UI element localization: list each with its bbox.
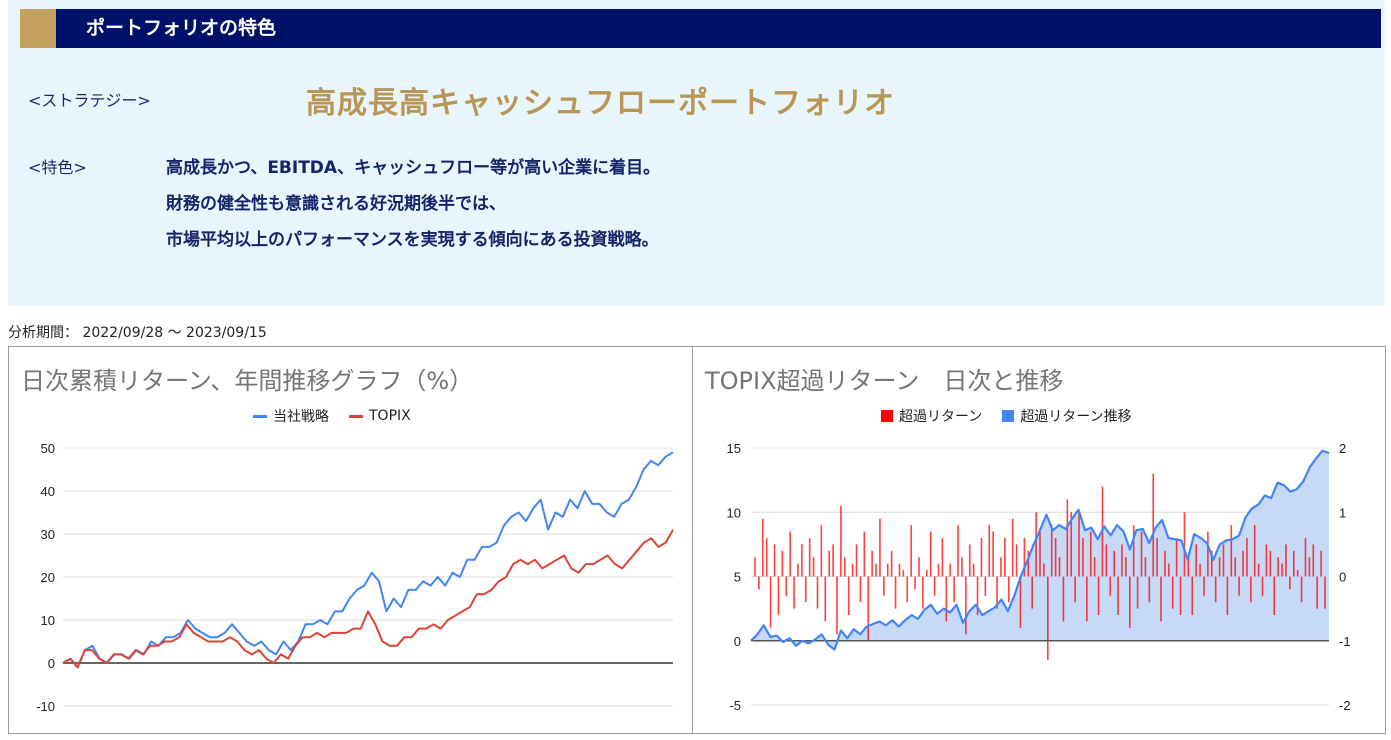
- legend-label: TOPIX: [369, 408, 411, 424]
- y-tick-label-right: -2: [1339, 698, 1351, 713]
- strategy-label: <ストラテジー>: [28, 91, 151, 110]
- legend-item-excess-return[interactable]: 超過リターン: [881, 406, 982, 426]
- y-tick-label: -10: [36, 699, 55, 714]
- y-tick-label-left: 0: [734, 634, 741, 649]
- y-tick-label-right: -1: [1339, 634, 1351, 649]
- analysis-period: 分析期間： 2022/09/28 ～ 2023/09/15: [8, 325, 267, 341]
- y-tick-label: 40: [41, 484, 55, 499]
- y-tick-label: 10: [41, 613, 55, 628]
- y-tick-label: 50: [41, 441, 55, 456]
- y-tick-label: 0: [48, 656, 55, 671]
- y-tick-label-left: 15: [727, 441, 741, 456]
- strategy-name: 高成長高キャッシュフローポートフォリオ: [306, 86, 895, 121]
- y-tick-label: 20: [41, 570, 55, 585]
- series-line: [62, 451, 674, 669]
- legend-item-strategy[interactable]: 当社戦略: [253, 406, 329, 426]
- feature-description: 高成長かつ、EBITDA、キャッシュフロー等が高い企業に着目。 財務の健全性も意…: [166, 150, 660, 258]
- legend-label: 当社戦略: [273, 409, 329, 425]
- chart-title: TOPIX超過リターン 日次と推移: [705, 367, 1064, 395]
- chart-legend: 当社戦略 TOPIX: [253, 406, 425, 426]
- excess-return-chart: TOPIX超過リターン 日次と推移 超過リターン 超過リターン推移 15 10 5 0…: [692, 346, 1386, 734]
- series-line: [62, 529, 674, 669]
- chart-title: 日次累積リターン、年間推移グラフ（%）: [21, 367, 474, 395]
- legend-swatch-icon: [349, 414, 363, 418]
- legend-swatch-icon: [1002, 410, 1015, 422]
- portfolio-feature-panel: [8, 0, 1385, 306]
- section-header: ポートフォリオの特色: [20, 9, 1381, 48]
- y-tick-label: 30: [41, 527, 55, 542]
- legend-label: 超過リターン: [899, 409, 983, 425]
- feature-line: 財務の健全性も意識される好況期後半では、: [166, 194, 506, 214]
- feature-line: 市場平均以上のパフォーマンスを実現する傾向にある投資戦略。: [166, 230, 659, 250]
- y-tick-label-left: -5: [729, 698, 741, 713]
- y-tick-label-left: 5: [734, 570, 741, 585]
- feature-label: <特色>: [28, 158, 87, 177]
- header-accent-block: [20, 9, 56, 48]
- y-tick-label-right: 2: [1339, 441, 1346, 456]
- y-tick-label-left: 10: [727, 505, 741, 520]
- legend-item-topix[interactable]: TOPIX: [349, 408, 411, 424]
- y-tick-label-right: 1: [1339, 505, 1346, 520]
- feature-line: 高成長かつ、EBITDA、キャッシュフロー等が高い企業に着目。: [166, 158, 661, 178]
- trend-line: [750, 449, 1330, 651]
- section-title: ポートフォリオの特色: [86, 17, 277, 39]
- cumulative-return-chart: 日次累積リターン、年間推移グラフ（%） 当社戦略 TOPIX 50 40 30 20 1…: [8, 346, 694, 734]
- line-plot: 50 40 30 20 10 0 -10: [36, 441, 674, 714]
- legend-swatch-icon: [881, 410, 893, 422]
- y-tick-label-right: 0: [1339, 570, 1346, 585]
- legend-swatch-icon: [253, 414, 267, 418]
- legend-label: 超過リターン推移: [1020, 409, 1132, 425]
- legend-item-excess-trend[interactable]: 超過リターン推移: [1002, 406, 1132, 426]
- chart-legend: 超過リターン 超過リターン推移: [881, 406, 1146, 426]
